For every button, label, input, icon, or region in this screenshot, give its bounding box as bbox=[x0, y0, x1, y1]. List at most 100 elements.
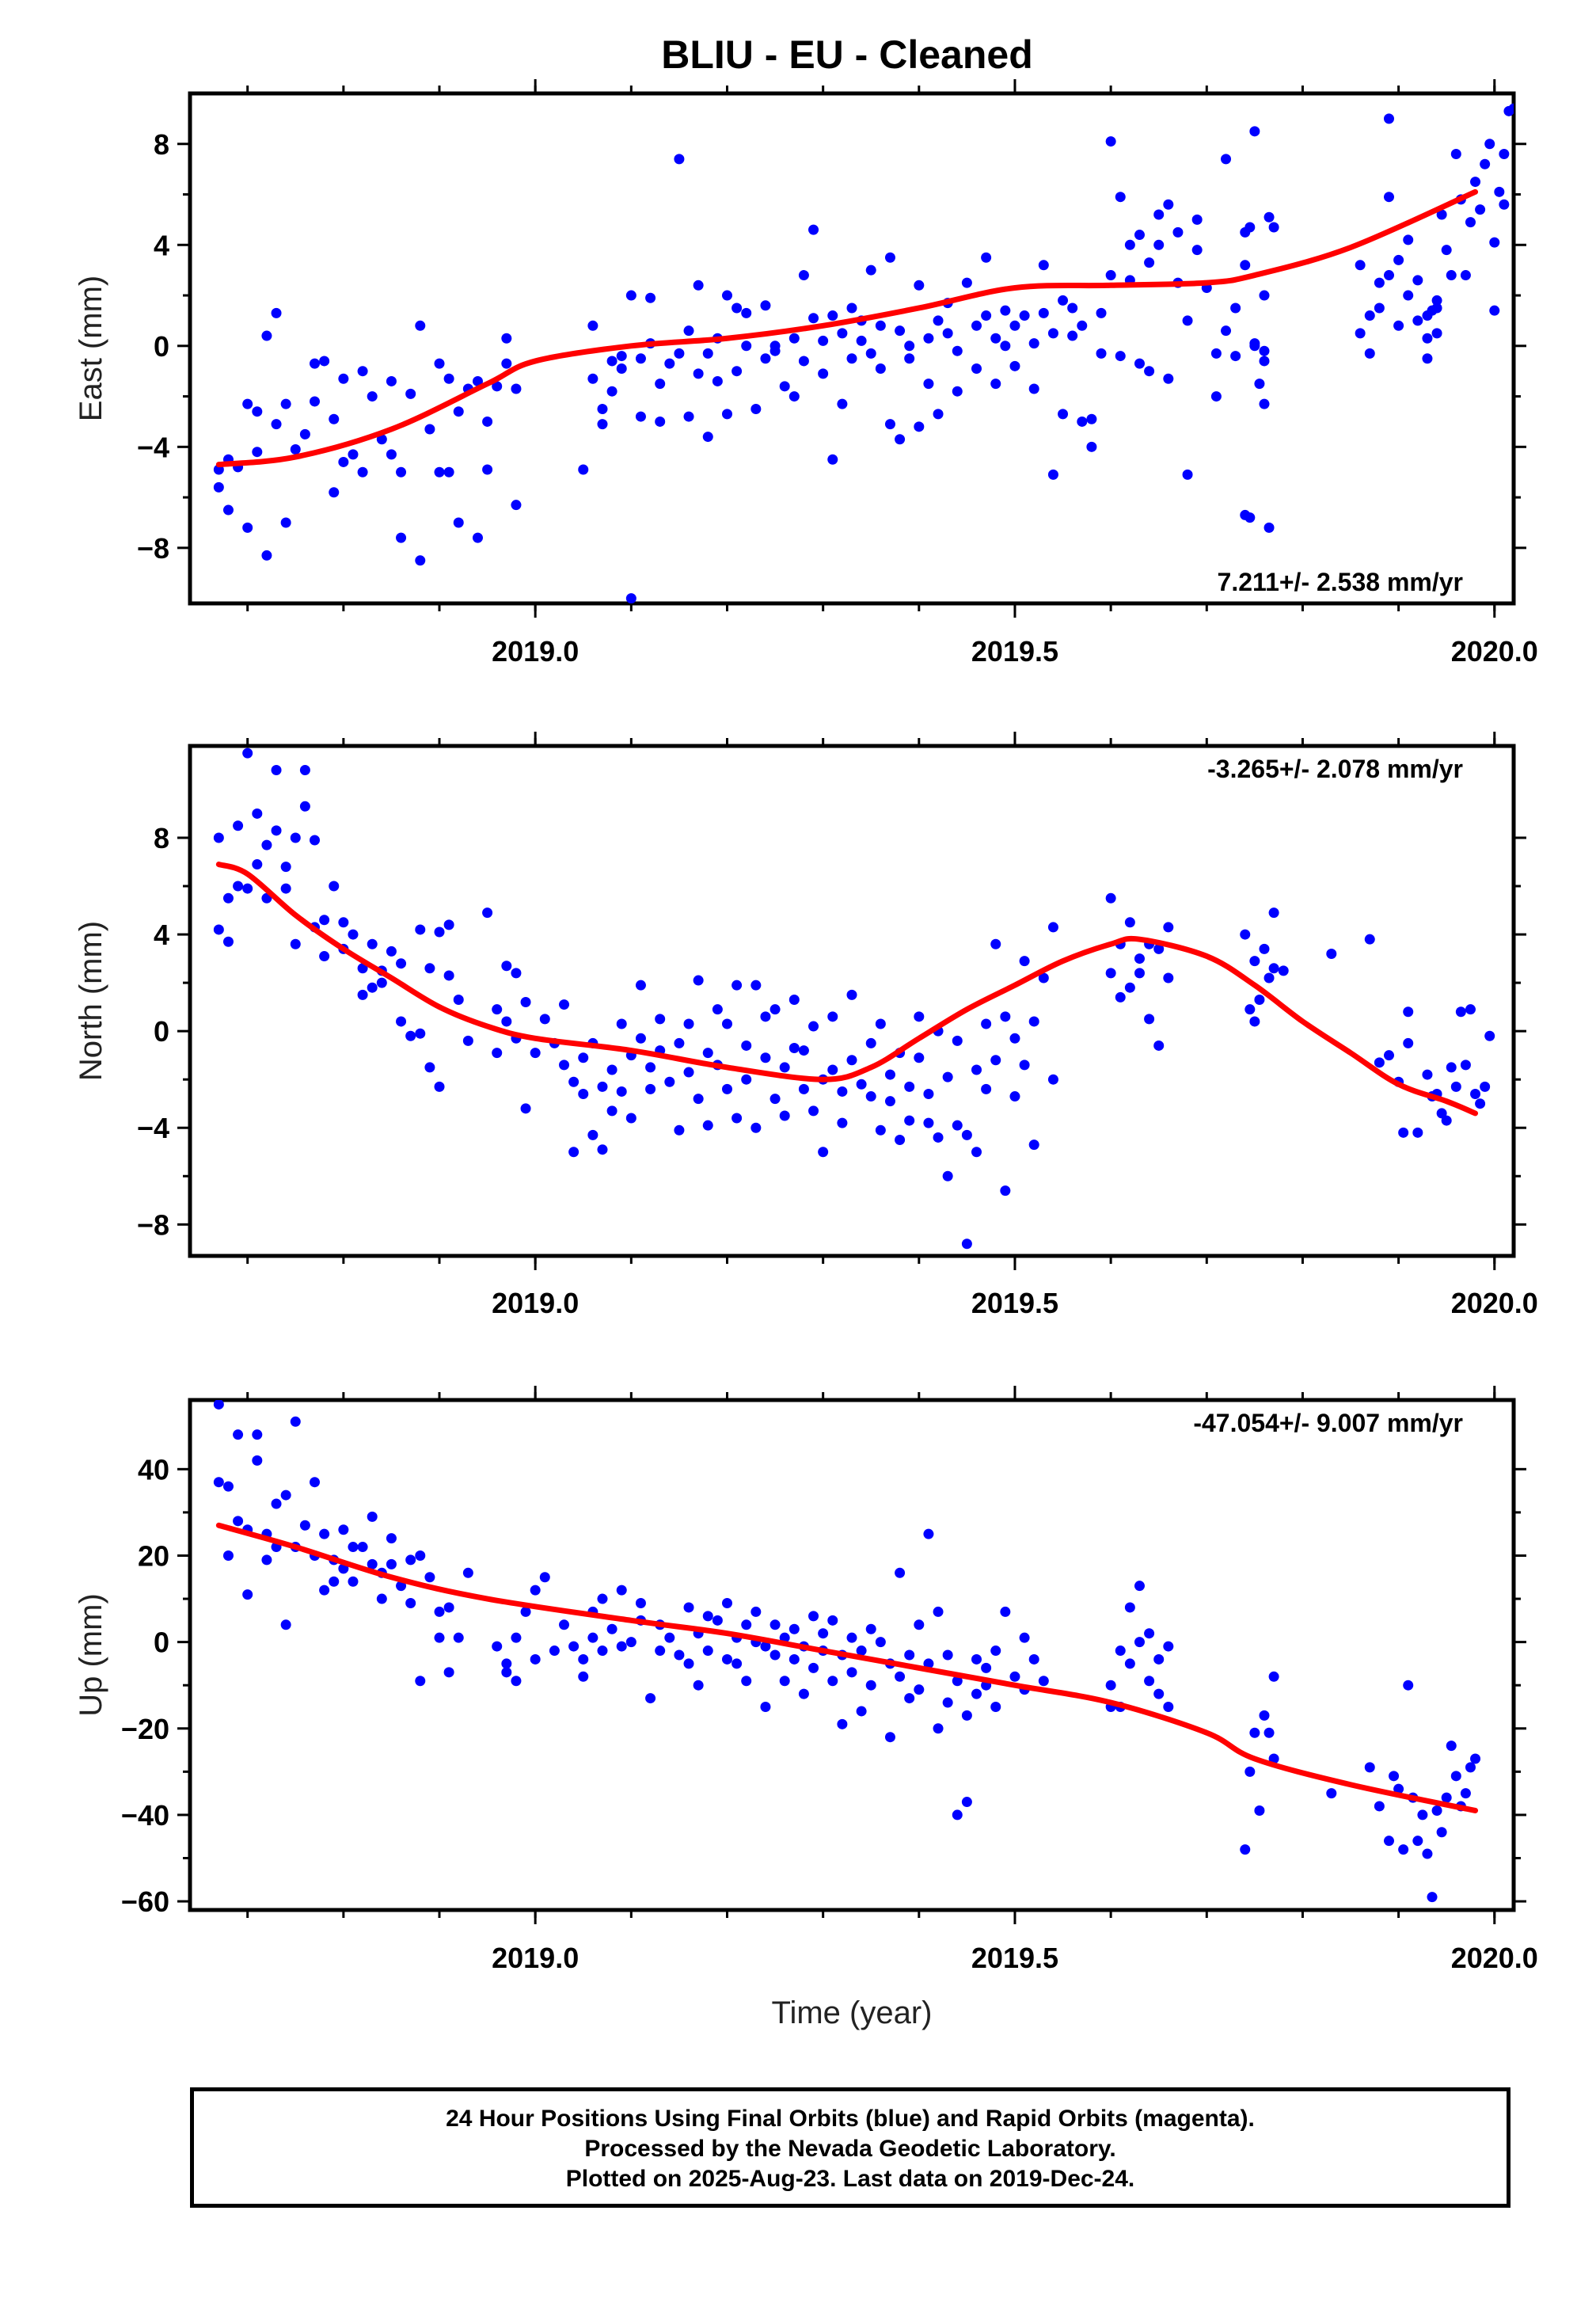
data-point bbox=[1441, 1115, 1452, 1126]
data-point bbox=[981, 252, 992, 263]
data-point bbox=[1163, 199, 1174, 210]
data-point bbox=[213, 832, 224, 843]
x-tick-label: 2019.0 bbox=[492, 1942, 579, 1974]
data-point bbox=[606, 356, 618, 367]
y-tick-label: 0 bbox=[154, 330, 169, 363]
data-point bbox=[396, 958, 407, 969]
data-point bbox=[1244, 512, 1256, 523]
data-point bbox=[492, 381, 503, 392]
data-point bbox=[683, 1658, 694, 1669]
data-point bbox=[1393, 254, 1404, 265]
data-point bbox=[750, 1122, 762, 1133]
data-point bbox=[741, 1619, 752, 1630]
data-point bbox=[520, 997, 531, 1008]
data-point bbox=[1249, 1727, 1260, 1738]
data-point bbox=[1191, 214, 1203, 225]
data-point bbox=[348, 449, 359, 460]
data-point bbox=[1019, 956, 1030, 967]
north-plot-frame bbox=[188, 744, 1516, 1258]
east-fit-curve bbox=[215, 188, 1479, 468]
data-point bbox=[635, 980, 646, 991]
data-point bbox=[290, 444, 301, 455]
data-point bbox=[539, 1572, 550, 1583]
data-point bbox=[1058, 409, 1069, 420]
data-point bbox=[1134, 968, 1145, 979]
data-point bbox=[271, 825, 282, 836]
x-axis-label: Time (year) bbox=[772, 1996, 933, 2030]
data-point bbox=[914, 421, 925, 432]
data-point bbox=[952, 386, 963, 397]
data-point bbox=[443, 919, 454, 930]
data-point bbox=[1480, 158, 1491, 169]
data-point bbox=[981, 310, 992, 321]
data-point bbox=[904, 1649, 915, 1661]
data-point bbox=[865, 1091, 876, 1102]
data-point bbox=[837, 1117, 848, 1128]
data-point bbox=[280, 398, 291, 409]
data-point bbox=[1038, 972, 1049, 983]
data-point bbox=[578, 464, 589, 475]
data-point bbox=[367, 938, 378, 949]
data-point bbox=[1153, 943, 1165, 954]
data-point bbox=[213, 924, 224, 935]
data-point bbox=[530, 1653, 541, 1665]
data-point bbox=[645, 1062, 656, 1073]
data-point bbox=[635, 1598, 646, 1609]
data-point bbox=[712, 1004, 723, 1015]
data-point bbox=[396, 1016, 407, 1027]
data-point bbox=[904, 1115, 915, 1126]
data-point bbox=[1009, 320, 1020, 331]
data-point bbox=[1028, 1139, 1039, 1151]
data-point bbox=[1086, 441, 1097, 452]
data-point bbox=[808, 224, 819, 235]
x-tick-label: 2019.5 bbox=[971, 1287, 1058, 1319]
data-point bbox=[271, 1498, 282, 1509]
data-point bbox=[396, 532, 407, 543]
data-point bbox=[827, 1676, 838, 1687]
data-point bbox=[424, 963, 435, 974]
data-point bbox=[827, 454, 838, 465]
data-point bbox=[1489, 305, 1500, 316]
data-point bbox=[635, 353, 646, 364]
data-point bbox=[338, 1524, 349, 1535]
data-point bbox=[1134, 230, 1145, 241]
data-point bbox=[492, 1004, 503, 1015]
data-point bbox=[1268, 1671, 1279, 1682]
data-point bbox=[1009, 1091, 1020, 1102]
data-point bbox=[396, 466, 407, 477]
data-point bbox=[319, 1585, 330, 1596]
data-point bbox=[587, 373, 598, 384]
data-point bbox=[492, 1048, 503, 1059]
data-point bbox=[376, 977, 387, 988]
data-point bbox=[923, 1117, 934, 1128]
data-point bbox=[712, 375, 723, 386]
data-point bbox=[1077, 416, 1088, 427]
data-point bbox=[1326, 948, 1337, 959]
data-point bbox=[625, 290, 636, 301]
data-point bbox=[338, 917, 349, 928]
data-point bbox=[1489, 237, 1500, 248]
data-point bbox=[405, 1030, 416, 1041]
data-point bbox=[971, 363, 982, 375]
data-point bbox=[1465, 1004, 1476, 1015]
data-point bbox=[1374, 302, 1385, 314]
data-point bbox=[213, 1400, 224, 1410]
data-point bbox=[1268, 963, 1279, 974]
data-point bbox=[1403, 1037, 1414, 1048]
data-point bbox=[952, 1035, 963, 1046]
data-point bbox=[1163, 922, 1174, 933]
data-point bbox=[683, 1602, 694, 1613]
data-point bbox=[501, 1667, 512, 1678]
data-point bbox=[597, 1593, 608, 1604]
data-point bbox=[971, 320, 982, 331]
data-point bbox=[741, 1074, 752, 1085]
data-point bbox=[1096, 307, 1107, 318]
data-point bbox=[846, 989, 857, 1000]
data-point bbox=[1427, 1892, 1438, 1903]
data-point bbox=[788, 391, 800, 402]
data-point bbox=[923, 1658, 934, 1669]
data-point bbox=[424, 1572, 435, 1583]
data-point bbox=[732, 1658, 743, 1669]
data-point bbox=[520, 1606, 531, 1617]
